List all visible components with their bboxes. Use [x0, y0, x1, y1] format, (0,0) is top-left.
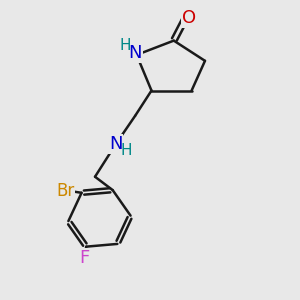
Text: H: H [121, 142, 132, 158]
Text: N: N [128, 44, 142, 62]
Text: F: F [80, 249, 90, 267]
Text: N: N [109, 135, 123, 153]
Text: H: H [120, 38, 131, 53]
Text: O: O [182, 9, 196, 27]
Text: Br: Br [56, 182, 74, 200]
